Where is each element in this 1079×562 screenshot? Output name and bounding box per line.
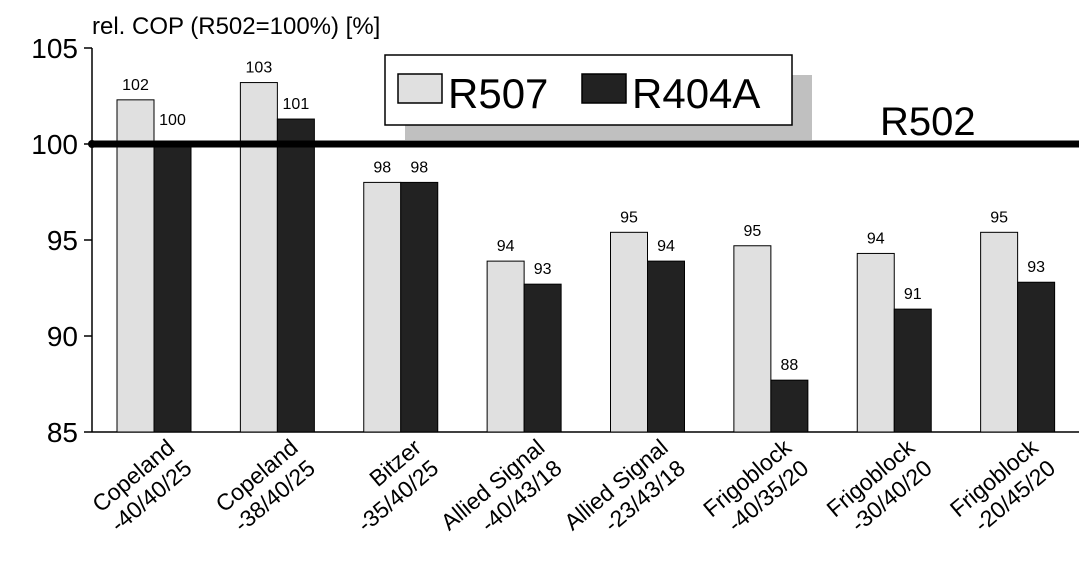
legend-label-r507: R507 <box>448 70 548 117</box>
y-tick-label: 100 <box>31 129 78 160</box>
reference-line: R502 <box>88 100 1079 148</box>
bar-r404a-1 <box>153 143 192 433</box>
bar-r507-8 <box>980 231 1019 433</box>
reference-line-label: R502 <box>880 100 976 144</box>
data-label: 88 <box>780 357 798 374</box>
data-label: 102 <box>122 77 149 94</box>
data-label: 91 <box>904 286 922 303</box>
y-tick-label: 90 <box>47 321 78 352</box>
data-label: 94 <box>867 230 885 247</box>
bar-r507-7 <box>856 252 895 433</box>
bar-r507-4 <box>486 260 525 433</box>
x-tick-label: Copeland-38/40/25 <box>210 434 319 537</box>
bars: 102 100 103 101 98 98 94 93 95 94 95 88 94 91 95 93 <box>116 60 1056 433</box>
y-tick-label: 95 <box>47 225 78 256</box>
data-label: 103 <box>246 60 273 77</box>
data-label: 95 <box>990 209 1008 226</box>
legend-label-r404a: R404A <box>632 70 760 117</box>
data-label: 101 <box>283 96 310 113</box>
bar-r404a-5 <box>647 260 685 433</box>
bar-r507-5 <box>610 231 648 433</box>
bar-r404a-2 <box>276 118 315 433</box>
x-tick-label: Frigoblock-20/45/20 <box>945 434 1060 537</box>
data-label: 98 <box>410 159 428 176</box>
x-tick-label: Allied Signal-40/43/18 <box>436 434 567 537</box>
data-label: 94 <box>497 238 515 255</box>
reference-line-marker <box>88 140 96 148</box>
bar-r507-3 <box>363 181 402 433</box>
x-tick-label: Allied Signal-23/43/18 <box>559 434 690 537</box>
x-tick-label: Copeland-40/40/25 <box>87 434 196 537</box>
legend-swatch-r507 <box>397 73 443 104</box>
data-label: 98 <box>373 159 391 176</box>
data-label: 93 <box>534 261 552 278</box>
data-label: 93 <box>1027 259 1045 276</box>
legend-swatch-r404a <box>581 73 627 104</box>
bar-r404a-8 <box>1017 281 1056 433</box>
bar-r507-1 <box>116 99 155 433</box>
data-label: 100 <box>159 112 186 129</box>
bar-r404a-6 <box>770 379 809 433</box>
bar-r404a-3 <box>400 181 439 433</box>
data-label: 95 <box>620 209 638 226</box>
y-tick-label: 105 <box>31 33 78 64</box>
y-axis-label: rel. COP (R502=100%) [%] <box>92 13 380 40</box>
data-label: 94 <box>657 238 675 255</box>
legend: R507 R404A <box>384 54 812 140</box>
y-tick-label: 85 <box>47 417 78 448</box>
bar-r507-6 <box>733 245 772 433</box>
x-tick-label: Frigoblock-40/35/20 <box>698 434 813 537</box>
bar-r404a-4 <box>523 283 562 433</box>
bar-r507-2 <box>239 82 278 433</box>
x-tick-label: Frigoblock-30/40/20 <box>821 434 936 537</box>
x-tick-label: Bitzer-35/40/25 <box>352 434 443 537</box>
data-label: 95 <box>743 223 761 240</box>
bar-r404a-7 <box>893 308 932 433</box>
x-axis-labels: Copeland-40/40/25 Copeland-38/40/25 Bitzer… <box>87 434 1060 537</box>
